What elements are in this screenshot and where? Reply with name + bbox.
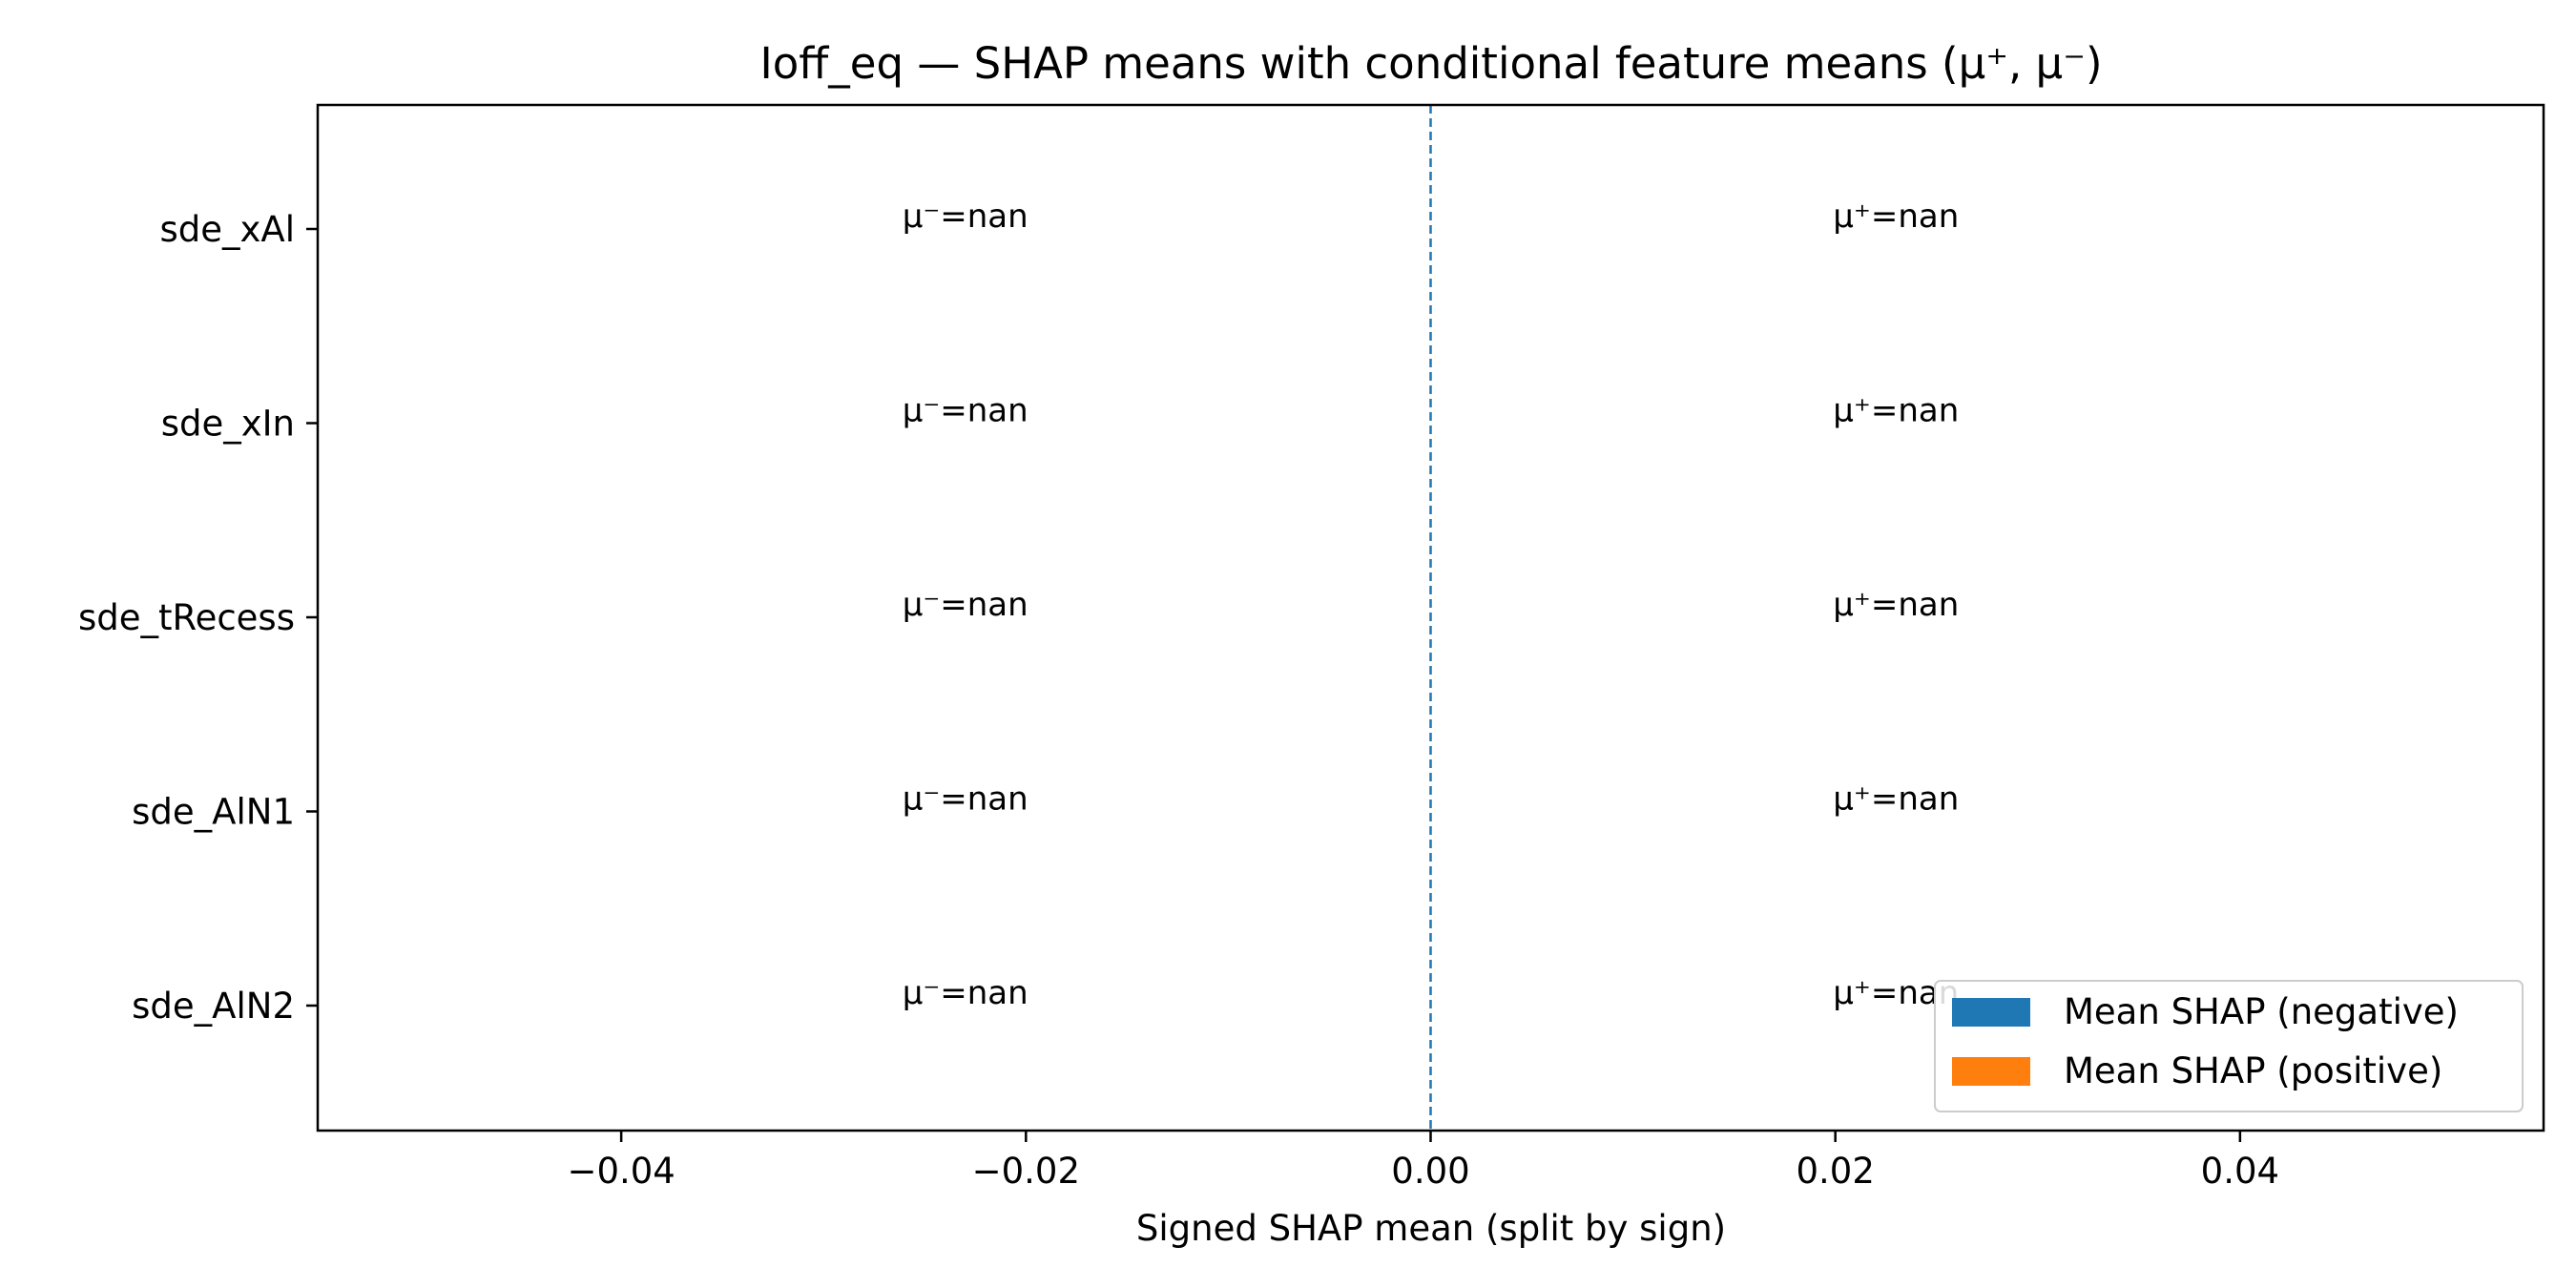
annotation-mu-plus: μ⁺=nan <box>1833 197 1959 236</box>
annotation-mu-minus: μ⁻=nan <box>903 392 1028 430</box>
annotation-mu-minus: μ⁻=nan <box>903 197 1028 236</box>
x-tick-label: 0.02 <box>1796 1151 1874 1192</box>
y-tick-label: sde_xIn <box>161 404 295 445</box>
x-tick-label: 0.00 <box>1391 1151 1469 1192</box>
chart-title: Ioff_eq — SHAP means with conditional fe… <box>760 38 2103 89</box>
annotation-mu-minus: μ⁻=nan <box>903 586 1028 624</box>
legend-entry: Mean SHAP (negative) <box>2064 991 2459 1032</box>
y-tick-label: sde_xAl <box>159 209 295 250</box>
annotation-mu-plus: μ⁺=nan <box>1833 780 1959 819</box>
legend-box <box>1934 980 2524 1112</box>
x-axis-label: Signed SHAP mean (split by sign) <box>1136 1208 1726 1249</box>
y-tick-label: sde_AlN1 <box>132 792 295 833</box>
legend-entry: Mean SHAP (positive) <box>2064 1050 2442 1091</box>
legend-swatch <box>1952 1057 2030 1086</box>
y-tick-label: sde_AlN2 <box>132 986 295 1027</box>
annotation-mu-plus: μ⁺=nan <box>1833 392 1959 430</box>
x-tick-label: −0.02 <box>972 1151 1080 1192</box>
y-tick-label: sde_tRecess <box>78 597 295 638</box>
x-tick-label: 0.04 <box>2201 1151 2279 1192</box>
legend-swatch <box>1952 998 2030 1027</box>
plot-area-frame <box>316 103 2545 1132</box>
annotation-mu-plus: μ⁺=nan <box>1833 586 1959 624</box>
annotation-mu-minus: μ⁻=nan <box>903 780 1028 819</box>
legend: Mean SHAP (negative) Mean SHAP (positive) <box>1934 980 2524 1112</box>
annotation-mu-minus: μ⁻=nan <box>903 974 1028 1012</box>
x-tick-label: −0.04 <box>567 1151 675 1192</box>
